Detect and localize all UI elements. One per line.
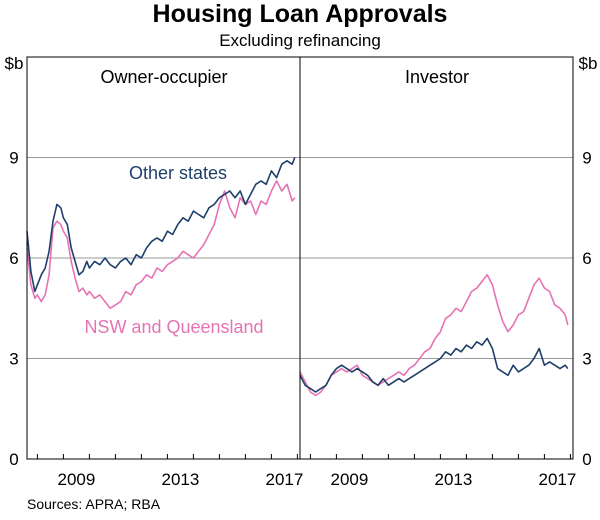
right-ytick-label: 0 — [582, 450, 591, 469]
axis-ticks — [36, 454, 571, 459]
panel-title-owner-occupier: Owner-occupier — [100, 67, 227, 87]
left-ytick-label: 6 — [9, 249, 18, 268]
panel-title-investor: Investor — [405, 67, 469, 87]
left-ytick-label: 0 — [9, 450, 18, 469]
xtick-label: 2017 — [538, 470, 576, 489]
series-lines — [26, 157, 569, 397]
series-label-nsw-queensland: NSW and Queensland — [84, 317, 263, 337]
left-ytick-label: 9 — [9, 149, 18, 168]
source-note: Sources: APRA; RBA — [27, 496, 161, 512]
right-y-unit: $b — [579, 54, 598, 73]
series-label-other-states: Other states — [129, 163, 227, 183]
series-line-other-states-panel-1 — [26, 157, 296, 293]
left-ytick-label: 3 — [9, 350, 18, 369]
left-y-unit: $b — [5, 54, 24, 73]
right-ytick-label: 6 — [582, 249, 591, 268]
series-line-other-states-panel-2 — [299, 337, 569, 393]
xtick-label: 2009 — [57, 470, 95, 489]
xtick-label: 2009 — [330, 470, 368, 489]
axis-labels: 0 0 3 3 6 6 9 9 2009 2013 2017 2009 2013 2017 — [9, 149, 591, 490]
series-line-nsw-queensland-panel-2 — [299, 273, 569, 397]
xtick-label: 2013 — [434, 470, 472, 489]
right-ytick-label: 3 — [582, 350, 591, 369]
series-line-nsw-queensland-panel-1 — [26, 180, 296, 310]
right-ytick-label: 9 — [582, 149, 591, 168]
chart-title: Housing Loan Approvals — [152, 0, 448, 28]
xtick-label: 2013 — [161, 470, 199, 489]
chart-subtitle: Excluding refinancing — [219, 31, 381, 50]
xtick-label: 2017 — [265, 470, 303, 489]
